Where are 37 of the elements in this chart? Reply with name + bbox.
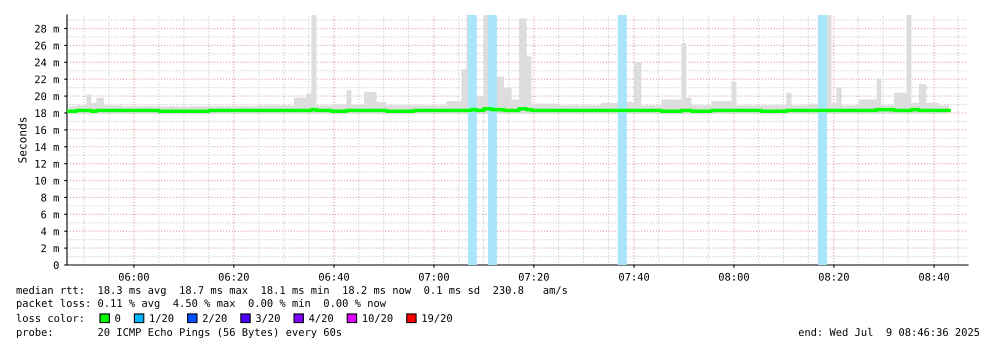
legend-label: 10/20 — [363, 314, 392, 323]
x-tick-label: 08:00 — [718, 272, 749, 281]
x-tick-label: 06:20 — [218, 272, 249, 281]
y-tick-label: 8 m — [41, 194, 59, 202]
text: probe: 20 ICMP Echo Pings (56 Bytes) every 60s — [16, 328, 342, 338]
legend-label: 3/20 — [256, 314, 280, 323]
y-tick-label: 18 m — [36, 109, 59, 118]
y-tick-label: 0 — [54, 261, 59, 270]
text: end: Wed Jul 9 08:46:36 2025 — [798, 328, 980, 336]
y-tick-label: 28 m — [35, 24, 59, 33]
x-tick-label: 08:20 — [818, 272, 849, 281]
y-tick-label: 4 m — [41, 228, 59, 236]
y-tick-label: 12 m — [36, 160, 59, 168]
x-tick-label: 06:00 — [118, 272, 149, 281]
legend-label: 19/20 — [422, 314, 452, 323]
x-tick-label: 06:40 — [319, 272, 350, 281]
x-tick-label: 07:20 — [518, 272, 549, 281]
x-tick-label: 07:40 — [619, 272, 650, 281]
y-tick-label: 24 m — [35, 58, 59, 66]
y-tick-label: 10 m — [36, 176, 59, 185]
x-tick-label: 08:40 — [919, 272, 950, 281]
legend-title: loss color: — [16, 314, 82, 322]
y-tick-label: 14 m — [36, 143, 59, 151]
y-tick-label: 20 m — [35, 92, 59, 100]
legend-label: 2/20 — [202, 314, 227, 323]
y-tick-label: 2 m — [41, 244, 59, 252]
text: packet loss: 0.11 % avg 4.50 % max 0.00 % min 0.00 % now — [16, 298, 386, 310]
legend-label: 1/20 — [150, 314, 174, 323]
y-axis-title: Seconds — [18, 118, 27, 163]
x-tick-label: 07:00 — [418, 272, 449, 281]
y-tick-label: 26 m — [35, 42, 59, 50]
legend-label: 0 — [115, 314, 120, 322]
legend-label: 4/20 — [309, 314, 334, 323]
y-tick-label: 16 m — [36, 126, 59, 134]
y-tick-label: 6 m — [41, 210, 59, 218]
text: median rtt: 18.3 ms avg 18.7 ms max 18.1 ms min 18.2 ms now 0.1 ms sd 230.8 am/s — [16, 286, 567, 296]
y-tick-label: 22 m — [35, 75, 59, 84]
